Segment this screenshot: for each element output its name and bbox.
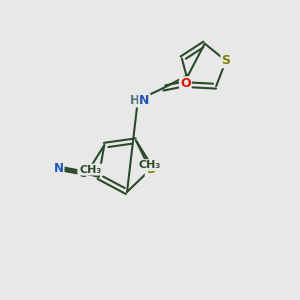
Text: C: C: [78, 169, 86, 179]
Text: O: O: [180, 77, 191, 90]
Text: S: S: [146, 163, 155, 176]
Text: N: N: [139, 94, 150, 107]
Text: S: S: [221, 54, 230, 67]
Text: N: N: [53, 162, 64, 175]
Text: H: H: [130, 94, 140, 106]
Text: CH₃: CH₃: [138, 160, 160, 170]
Text: CH₃: CH₃: [80, 165, 102, 175]
